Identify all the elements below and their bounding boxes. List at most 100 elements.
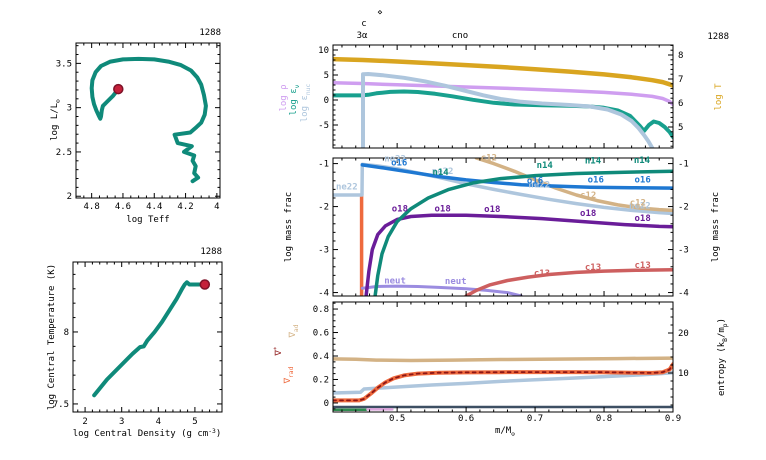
axis-label: 8 <box>64 328 69 338</box>
series-n14 <box>373 169 673 296</box>
series-label: o18 <box>635 214 651 224</box>
series-grad-T <box>333 363 673 402</box>
series-o16 <box>360 163 673 190</box>
axis-label: log Central Density (g cm-3) <box>73 428 221 439</box>
series-log-eps-nuc <box>361 72 655 148</box>
axis-label: -1 <box>678 160 689 170</box>
axis-label: 0.4 <box>313 352 329 362</box>
axis-label: 0.7 <box>527 414 543 424</box>
series-label: c12 <box>580 191 596 201</box>
axis-label: 0 <box>324 399 329 409</box>
series-label: o18 <box>435 205 451 215</box>
axis-label: 4.8 <box>84 202 100 212</box>
axis-label: 0 <box>324 96 329 106</box>
axis-label: log mass frac <box>284 192 294 262</box>
axis-label: 2 <box>82 417 87 427</box>
axis-label: 0.6 <box>458 414 474 424</box>
series-label: ne22 <box>629 201 651 211</box>
axis-label: 0.6 <box>313 329 329 339</box>
series-label: c12 <box>481 154 497 164</box>
axis-label: 7.5 <box>53 400 69 410</box>
axis-label: ⋄ <box>377 8 382 18</box>
series-evolution-track <box>89 56 208 184</box>
axis-label: 4.6 <box>115 202 131 212</box>
axis-label: log mass frac <box>711 192 721 262</box>
series-label: o16 <box>635 176 651 186</box>
series-label: ne22 <box>528 181 550 191</box>
axis-label: 0.2 <box>313 375 329 385</box>
current-model-marker <box>113 83 124 95</box>
axis-label: 0.5 <box>389 414 405 424</box>
plot-frame <box>72 261 223 413</box>
axis-label: 10 <box>318 46 329 56</box>
axis-label: 7 <box>678 75 683 85</box>
series-neut <box>360 284 523 296</box>
axis-label: 5 <box>324 71 329 81</box>
axis-label: -1 <box>318 160 329 170</box>
axis-label: 1288 <box>707 32 729 42</box>
profile-gradients-panel: 0.5 0.6 0.7 0.8 0.9 0 0.2 0.4 0.6 0.8 10 20 ∇ad ∇* ∇ra… <box>273 301 729 438</box>
axis-label: log εν <box>289 84 301 115</box>
axis-label: -4 <box>678 289 689 299</box>
axis-label: 1288 <box>199 28 221 38</box>
axis-label: -3 <box>678 246 689 256</box>
axis-label: 2.5 <box>56 148 72 158</box>
axis-label: 0.9 <box>665 414 681 424</box>
current-model-marker <box>199 279 211 290</box>
series-entropy <box>333 370 673 395</box>
axis-label: log L/L⊙ <box>50 99 62 141</box>
series-label: ne22 <box>432 167 454 177</box>
axis-label: log Teff <box>126 215 169 225</box>
plot-frame <box>75 42 221 199</box>
axis-label: log T <box>714 83 724 111</box>
axis-label: m/M⊙ <box>495 426 515 438</box>
axis-label: 4.4 <box>146 202 162 212</box>
axis-label: 10 <box>678 369 689 379</box>
axis-label: 3 <box>119 417 124 427</box>
series-label: n14 <box>537 161 554 171</box>
series-c13 <box>464 268 673 296</box>
series-label: c13 <box>635 261 651 271</box>
axis-label: 4 <box>156 417 161 427</box>
series-o18 <box>364 213 673 296</box>
series-label: c13 <box>534 269 550 279</box>
series-label: n14 <box>432 168 449 178</box>
series-label: c12 <box>630 199 646 209</box>
series-label: n14 <box>634 156 651 166</box>
series-central-track <box>92 280 207 398</box>
axis-label: 5 <box>678 123 683 133</box>
series-log-rho <box>333 81 673 107</box>
central-temperature-density: 2 3 4 5 7.5 8 1288 log Central Density (g cm-3)… <box>47 247 223 439</box>
axis-label: cno <box>452 31 468 41</box>
axis-label: entropy (kB/mp) <box>717 318 729 396</box>
axis-label: 5 <box>192 417 197 427</box>
series-label: o16 <box>391 159 407 169</box>
series-grad-ad <box>333 356 673 363</box>
axis-label: -4 <box>318 289 329 299</box>
series-label: n14 <box>585 157 602 167</box>
series-log-T <box>333 56 673 88</box>
series-label: ne22 <box>336 182 358 192</box>
hr-diagram: 4.8 4.6 4.4 4.2 4 2 2.5 3 3.5 1288 log Teff log L/L… <box>50 28 221 225</box>
axis-label: ∇ad <box>288 324 300 338</box>
axis-label: 0.8 <box>313 305 329 315</box>
axis-label: -2 <box>678 203 689 213</box>
axis-label: -5 <box>318 121 329 131</box>
series-label: o16 <box>588 176 604 186</box>
axis-label: 3.5 <box>56 59 72 69</box>
axis-label: ∇rad <box>283 366 295 384</box>
series-label: ne22 <box>384 154 406 164</box>
plot-frame <box>332 44 674 149</box>
axis-label: -3 <box>318 246 329 256</box>
axis-label: c <box>361 19 366 29</box>
plot-frame <box>332 157 674 297</box>
axis-label: log ρ <box>279 84 289 111</box>
series-c12 <box>474 158 673 213</box>
axis-label: 0.8 <box>596 414 612 424</box>
series-label: neut <box>445 277 467 287</box>
axis-label: 4 <box>214 202 219 212</box>
axis-label: 1288 <box>200 247 222 257</box>
